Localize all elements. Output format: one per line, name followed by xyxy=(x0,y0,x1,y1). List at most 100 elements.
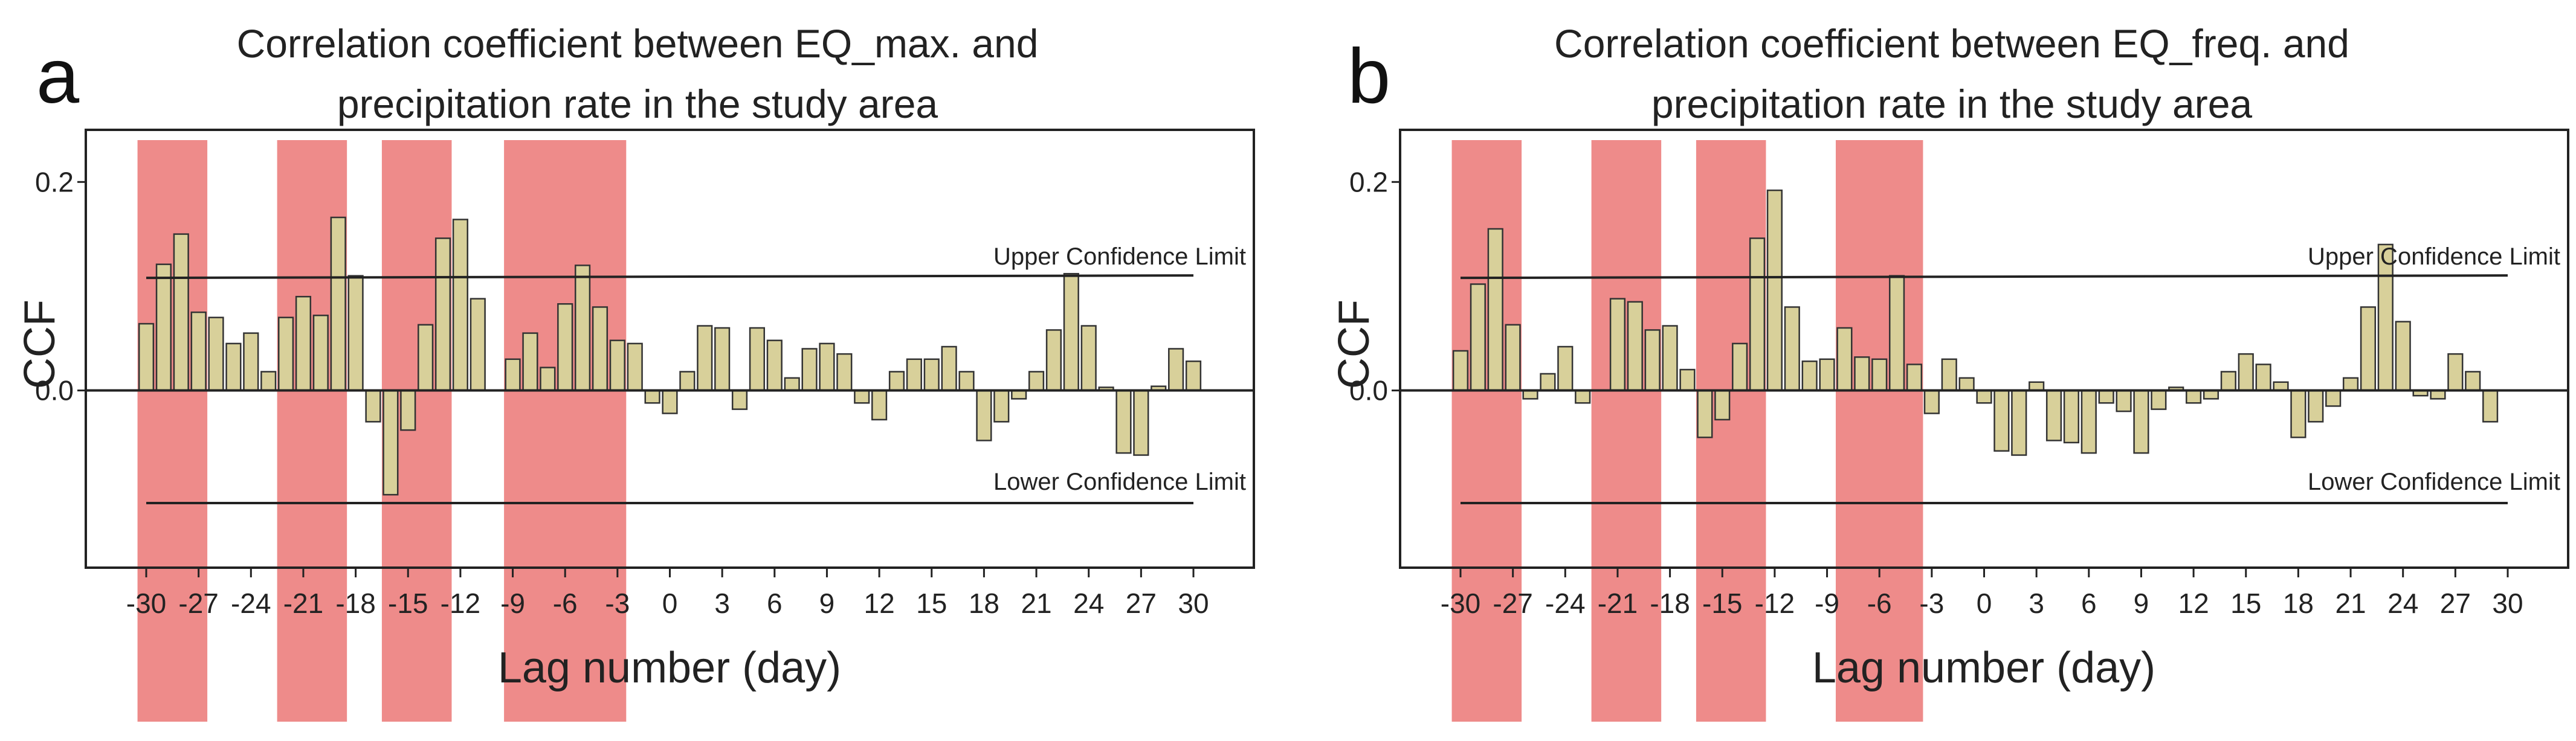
x-tick-label: -30 xyxy=(1441,588,1480,619)
bar xyxy=(766,339,783,391)
bar xyxy=(1906,364,1923,391)
x-tick-label: -24 xyxy=(1545,588,1585,619)
bar xyxy=(1888,275,1905,391)
x-tick-label: 6 xyxy=(2081,588,2097,619)
bar xyxy=(1609,298,1626,391)
y-tick-label: 0.2 xyxy=(35,166,74,197)
panel-a: a Correlation coefficient between EQ_max… xyxy=(16,21,1255,722)
x-tick-label: 18 xyxy=(2283,588,2314,619)
chart-title-line-2: precipitation rate in the study area xyxy=(337,82,938,126)
bar xyxy=(1923,390,1940,414)
y-tick-label: 0.0 xyxy=(35,375,74,406)
bar xyxy=(819,342,835,391)
bar xyxy=(190,311,207,391)
bar xyxy=(2447,353,2464,391)
bar xyxy=(1993,390,2010,452)
x-tick-label: -18 xyxy=(335,588,375,619)
bar xyxy=(1133,390,1149,456)
bar xyxy=(540,367,556,391)
y-axis-label: CCF xyxy=(16,300,64,389)
bar xyxy=(871,390,888,421)
bar xyxy=(1470,283,1486,391)
x-tick-label: 30 xyxy=(1178,588,1209,619)
x-axis-label: Lag number (day) xyxy=(1812,644,2155,692)
bar xyxy=(1941,358,1957,391)
bar xyxy=(2133,390,2149,454)
bar xyxy=(383,390,399,496)
bar xyxy=(784,377,800,391)
bar xyxy=(1697,390,1713,438)
bar xyxy=(1063,272,1079,391)
bar xyxy=(1011,390,1027,400)
bar xyxy=(1487,228,1503,391)
bar xyxy=(260,371,277,391)
bar xyxy=(958,371,975,391)
bar xyxy=(2220,371,2236,391)
bar xyxy=(923,358,940,391)
x-tick-label: -15 xyxy=(388,588,428,619)
lower-confidence-label: Lower Confidence Limit xyxy=(993,469,1246,495)
bar xyxy=(208,316,224,391)
chart-title-line-2: precipitation rate in the study area xyxy=(1651,82,2253,126)
bar xyxy=(714,327,731,391)
x-tick-label: 18 xyxy=(969,588,999,619)
x-axis-label: Lag number (day) xyxy=(498,644,841,692)
bar xyxy=(609,339,625,391)
bar xyxy=(2342,377,2359,391)
upper-confidence-label: Upper Confidence Limit xyxy=(2308,243,2560,270)
bar xyxy=(522,332,538,391)
bar xyxy=(906,358,922,391)
bar xyxy=(1662,325,1678,391)
bar xyxy=(155,263,172,391)
bar xyxy=(888,371,905,391)
bar xyxy=(731,390,748,410)
bar xyxy=(836,353,853,391)
x-tick-label: 30 xyxy=(2492,588,2523,619)
bar xyxy=(347,275,364,391)
x-tick-label: -24 xyxy=(231,588,271,619)
bar xyxy=(2238,353,2254,391)
upper-confidence-label: Upper Confidence Limit xyxy=(993,243,1246,270)
bar xyxy=(1766,189,1783,391)
upper-confidence-line xyxy=(146,274,1194,280)
upper-confidence-line xyxy=(1460,274,2508,280)
bar xyxy=(2482,390,2499,423)
bar xyxy=(2325,390,2342,407)
bar xyxy=(1168,348,1184,391)
bar xyxy=(452,219,468,391)
bar xyxy=(312,315,329,391)
bar xyxy=(2098,390,2114,404)
bar xyxy=(2308,390,2324,423)
bar xyxy=(1045,329,1062,391)
x-tick-label: -9 xyxy=(1815,588,1839,619)
highlight-band xyxy=(1591,140,1662,722)
bar xyxy=(2360,306,2377,391)
y-axis-label: CCF xyxy=(1330,300,1378,389)
bar xyxy=(2395,321,2411,391)
bar xyxy=(365,390,381,423)
y-tick-label: 0.0 xyxy=(1349,375,1388,406)
bar xyxy=(2011,390,2027,456)
bar xyxy=(505,358,521,391)
bar xyxy=(1627,301,1643,391)
bar xyxy=(557,303,573,391)
bar xyxy=(697,325,713,391)
bar xyxy=(1976,390,1992,404)
bar xyxy=(1028,371,1045,391)
bar xyxy=(1522,390,1538,400)
bar xyxy=(400,390,416,431)
x-tick-label: 27 xyxy=(2440,588,2471,619)
lower-confidence-label: Lower Confidence Limit xyxy=(2308,469,2560,495)
x-tick-label: -12 xyxy=(441,588,480,619)
bar xyxy=(801,348,818,391)
bar xyxy=(662,390,678,414)
bar xyxy=(173,233,189,391)
y-tick-label: 0.2 xyxy=(1349,166,1388,197)
bar xyxy=(1871,358,1888,391)
bar xyxy=(2203,390,2219,400)
bar xyxy=(470,298,486,391)
x-tick-label: 0 xyxy=(1977,588,1992,619)
bar xyxy=(2080,390,2097,454)
x-tick-label: 3 xyxy=(714,588,730,619)
